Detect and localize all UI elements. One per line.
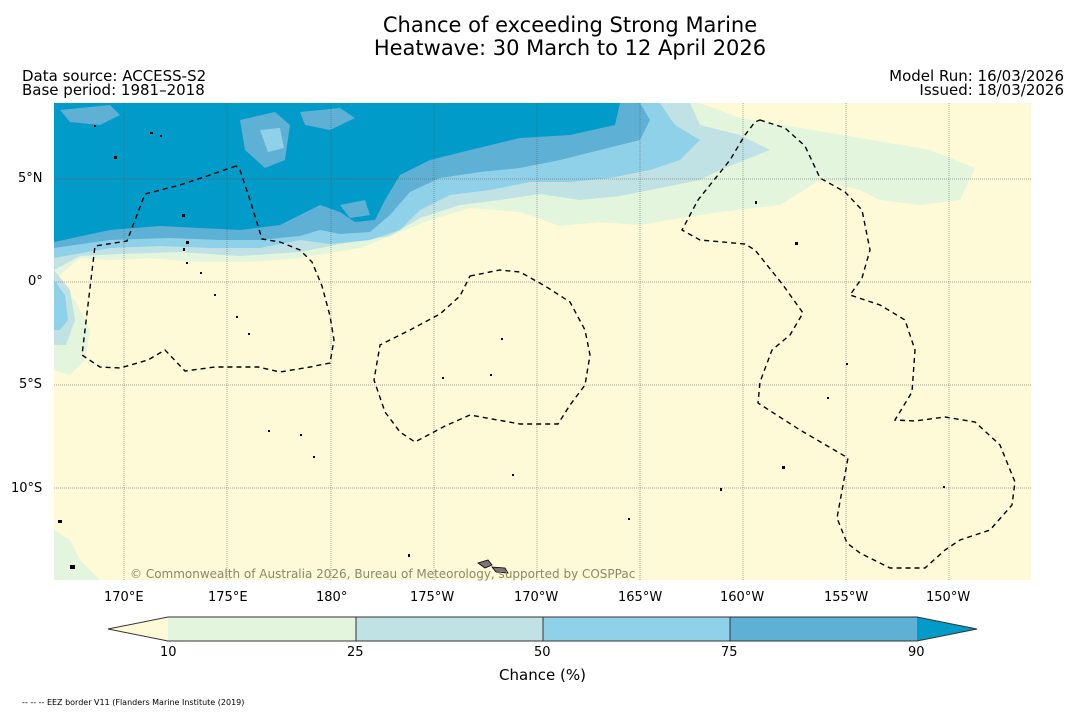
issued-date: Issued: 18/03/2026 [919,81,1064,99]
island-phoenix-a [501,338,503,340]
island-polynesia-a [943,486,945,488]
colorbar-label-90: 90 [908,645,925,660]
lon-tick-165w: 165°W [618,590,663,605]
island-cook-b [827,397,829,399]
island-fiji-a [58,520,62,523]
pocket-75-90-b [60,105,120,125]
island-tonga-a [408,554,410,557]
colorbar [107,616,978,642]
model-run: Model Run: 16/03/2026 [889,67,1064,85]
pocket-75-90-d [340,200,370,218]
lat-tick-5n: 5°N [18,171,43,186]
island-phoenix-b [490,374,492,376]
island-gilbert-c [214,294,216,296]
map-title-line1: Chance of exceeding Strong Marine [382,13,758,37]
island-marshall-d [182,214,185,217]
colorbar-label-75: 75 [721,645,738,660]
colorbar-segment-10-25 [168,617,356,641]
colorbar-label-50: 50 [534,645,551,660]
colorbar-label-25: 25 [347,645,364,660]
island-gilbert-b [200,272,202,274]
island-samoa-b [491,566,509,574]
lat-tick-0: 0° [28,274,43,289]
island-tokelau-a [512,474,514,476]
island-line-a [795,242,798,245]
lon-tick-180: 180° [316,590,348,605]
colorbar-segment-50-75 [543,617,730,641]
lon-tick-155w: 155°W [824,590,869,605]
lon-tick-170w: 170°W [514,590,559,605]
map-frame [54,103,1031,580]
island-tuvalu-c [268,430,270,432]
island-fiji-b [70,565,75,569]
pocket-75-90-c [300,108,355,130]
lon-tick-175w: 175°W [410,590,455,605]
island-samoa-a [477,559,493,569]
meta-left: Data source: ACCESS-S2 Base period: 1981… [22,67,207,99]
lon-tick-170e: 170°E [104,590,144,605]
lat-tick-5s: 5°S [19,377,43,392]
colorbar-label-10: 10 [160,645,177,660]
island-tuvalu-b [313,456,315,458]
colorbar-outline [107,616,978,642]
eez-line-islands [681,119,1016,569]
data-source: Data source: ACCESS-S2 [22,67,207,85]
island-marshall-b [150,132,153,134]
island-gilbert-e [248,333,250,335]
region-90-plus [54,103,620,242]
lat-tick-10s: 10°S [11,481,43,496]
lon-tick-160w: 160°W [720,590,765,605]
island-tarawa [186,241,189,244]
island-nauru [114,156,117,159]
island-niue [628,518,630,520]
island-line-c [782,466,785,469]
islands [58,125,945,574]
copyright-credit: © Commonwealth of Australia 2026, Bureau… [130,567,636,581]
eez-borders [81,119,1016,569]
eez-kiribati-gilberts [81,165,335,373]
base-period: Base period: 1981–2018 [22,81,205,99]
gridlines [54,103,1031,580]
island-gilbert-d [236,316,238,318]
colorbar-extend-high [917,617,977,641]
eez-footnote: -- -- -- EEZ border V11 (Flanders Marine… [22,698,245,707]
island-tuvalu-a [300,434,302,436]
island-phoenix-c [442,377,444,379]
lon-tick-175e: 175°E [208,590,248,605]
colorbar-title: Chance (%) [499,666,586,684]
island-marshall-c [94,125,96,127]
island-cook-a [720,488,722,491]
map-title-line2: Heatwave: 30 March to 12 April 2026 [373,36,767,60]
colorbar-segment-75-90 [730,617,917,641]
region-50-75-coast [54,280,68,330]
colorbar-extend-low [108,617,168,641]
island-abaiang [183,248,185,251]
island-kiritimati [755,201,757,204]
eez-phoenix-islands [373,269,591,443]
map-title: Chance of exceeding Strong Marine Heatwa… [0,14,1085,60]
colorbar-segment-25-50 [356,617,543,641]
pocket-50-75-a [260,128,284,152]
meta-right: Model Run: 16/03/2026 Issued: 18/03/2026 [820,67,1064,99]
lon-tick-150w: 150°W [926,590,971,605]
region-10-25-southwest [54,530,100,580]
island-line-b [846,363,848,365]
island-gilbert-a [186,262,188,264]
island-marshall-a [160,135,162,137]
